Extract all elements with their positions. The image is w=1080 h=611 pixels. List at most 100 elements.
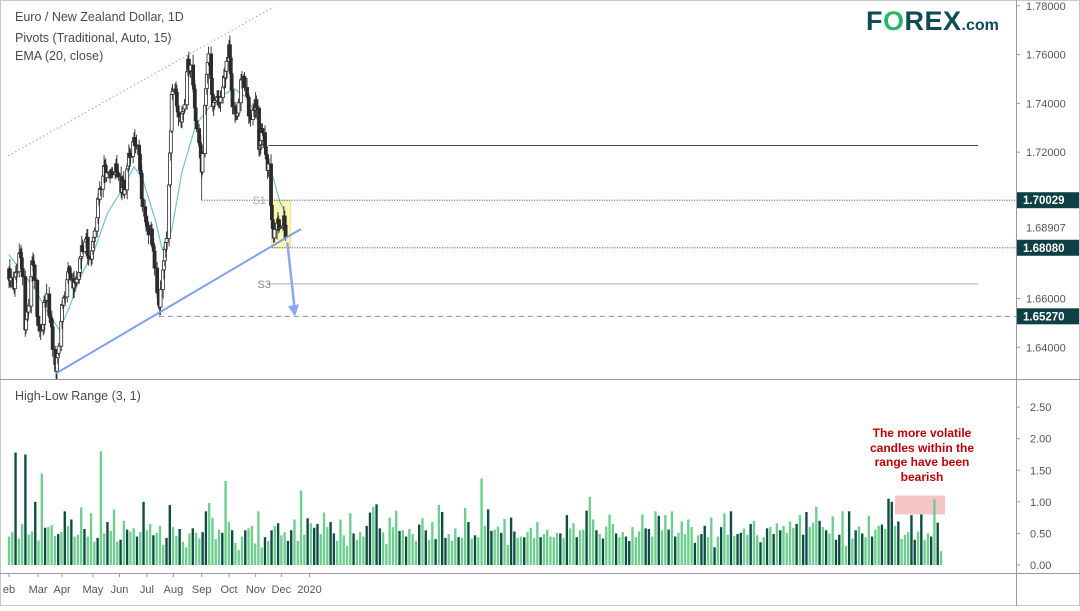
vol-bar (27, 534, 30, 565)
vol-bar (247, 528, 250, 565)
vol-bar (703, 525, 706, 565)
vol-bar (936, 522, 939, 565)
vol-bar (628, 541, 631, 565)
x-tick-label: Jul (140, 584, 154, 596)
vol-bar (713, 547, 716, 565)
candle-body (62, 296, 67, 299)
vol-bar (834, 539, 838, 565)
vol-bar (490, 530, 493, 565)
vol-bar (368, 512, 372, 565)
vol-bar (500, 532, 503, 565)
vol-bar (854, 530, 857, 565)
vol-bar (221, 532, 224, 565)
vol-bar (237, 549, 240, 565)
vol-bar (900, 539, 903, 565)
vol-bar (637, 531, 641, 565)
vol-bar (142, 501, 145, 565)
vol-bar (112, 509, 116, 565)
vol-bar (496, 526, 500, 565)
pivot-label-s3: S3 (257, 279, 270, 291)
vol-bar (575, 537, 578, 565)
price-tick-label: 1.74000 (1026, 98, 1066, 110)
vol-bar (263, 537, 267, 565)
vol-bar (89, 513, 93, 565)
vol-bar (388, 517, 391, 565)
vol-bar (677, 532, 680, 565)
vol-bar (759, 542, 762, 565)
vol-bar (824, 530, 828, 565)
vol-bar (696, 535, 700, 565)
vol-bar (155, 532, 158, 565)
vol-bar (211, 517, 214, 565)
vol-bar (224, 481, 227, 565)
pivot-label-p: P (257, 143, 264, 155)
vol-bar (362, 536, 365, 565)
vol-bar (880, 524, 884, 565)
candle-body (230, 89, 235, 108)
vol-bar (779, 530, 782, 565)
x-tick-label: Jun (111, 584, 129, 596)
vol-bar (398, 530, 401, 565)
vol-bar (887, 498, 890, 565)
vol-bar (529, 527, 532, 565)
candle-body (140, 198, 145, 208)
vol-bar (257, 511, 260, 565)
vol-bar (509, 517, 513, 565)
vol-bar (444, 537, 447, 565)
price-tick-label: 1.64000 (1026, 342, 1066, 354)
x-tick-label: 2020 (297, 584, 321, 596)
price-badge-text: 1.70029 (1023, 195, 1065, 207)
price-badge (1017, 192, 1079, 209)
vol-bar (319, 534, 322, 565)
vol-bar (306, 518, 309, 565)
vol-bar (372, 506, 375, 565)
vol-bar (526, 532, 529, 565)
vol-bar (43, 527, 47, 565)
vol-bar (907, 532, 910, 565)
price-tick-label: 1.78000 (1026, 1, 1066, 13)
vol-bar (276, 523, 280, 565)
vol-bar (290, 530, 293, 565)
vol-tick-label: 1.00 (1030, 497, 1051, 509)
vol-tick-label: 1.50 (1030, 465, 1051, 477)
vol-bar (847, 511, 851, 565)
vol-bar (546, 529, 549, 565)
vol-bar (102, 533, 106, 565)
vol-bar (933, 499, 936, 565)
vol-bar (391, 527, 395, 565)
vol-bar (24, 454, 27, 565)
vol-bar (30, 531, 34, 565)
vol-bar (447, 534, 450, 565)
vol-bar (116, 541, 119, 565)
vol-bar (424, 530, 427, 565)
vol-bar (742, 528, 746, 565)
vol-bar (578, 530, 582, 565)
candle-body (242, 76, 247, 88)
vol-bar (441, 511, 444, 565)
price-badge-text: 1.68080 (1023, 243, 1065, 255)
candle-body (74, 278, 79, 284)
vol-bar (746, 534, 749, 565)
vol-bar (473, 535, 477, 565)
vol-bar (273, 525, 276, 565)
vol-bar (434, 539, 437, 565)
candle-body (170, 90, 175, 95)
vol-bar (313, 527, 316, 565)
x-tick-label: Sep (192, 584, 212, 596)
candle-body (86, 255, 91, 259)
vol-bar (634, 537, 637, 565)
vol-bar (14, 452, 17, 565)
vol-bar (690, 527, 693, 565)
vol-bar (693, 542, 697, 565)
vol-bar (431, 522, 434, 565)
vol-bar (844, 546, 848, 565)
vol-bar (168, 505, 171, 565)
vol-bar (322, 512, 326, 565)
pivot-label-s1: S1 (252, 195, 265, 207)
vol-bar (539, 537, 542, 565)
vol-bar (227, 522, 231, 565)
vol-bar (874, 529, 877, 565)
vol-bar (483, 525, 487, 565)
candle-body (182, 104, 187, 110)
vol-bar (585, 510, 588, 565)
